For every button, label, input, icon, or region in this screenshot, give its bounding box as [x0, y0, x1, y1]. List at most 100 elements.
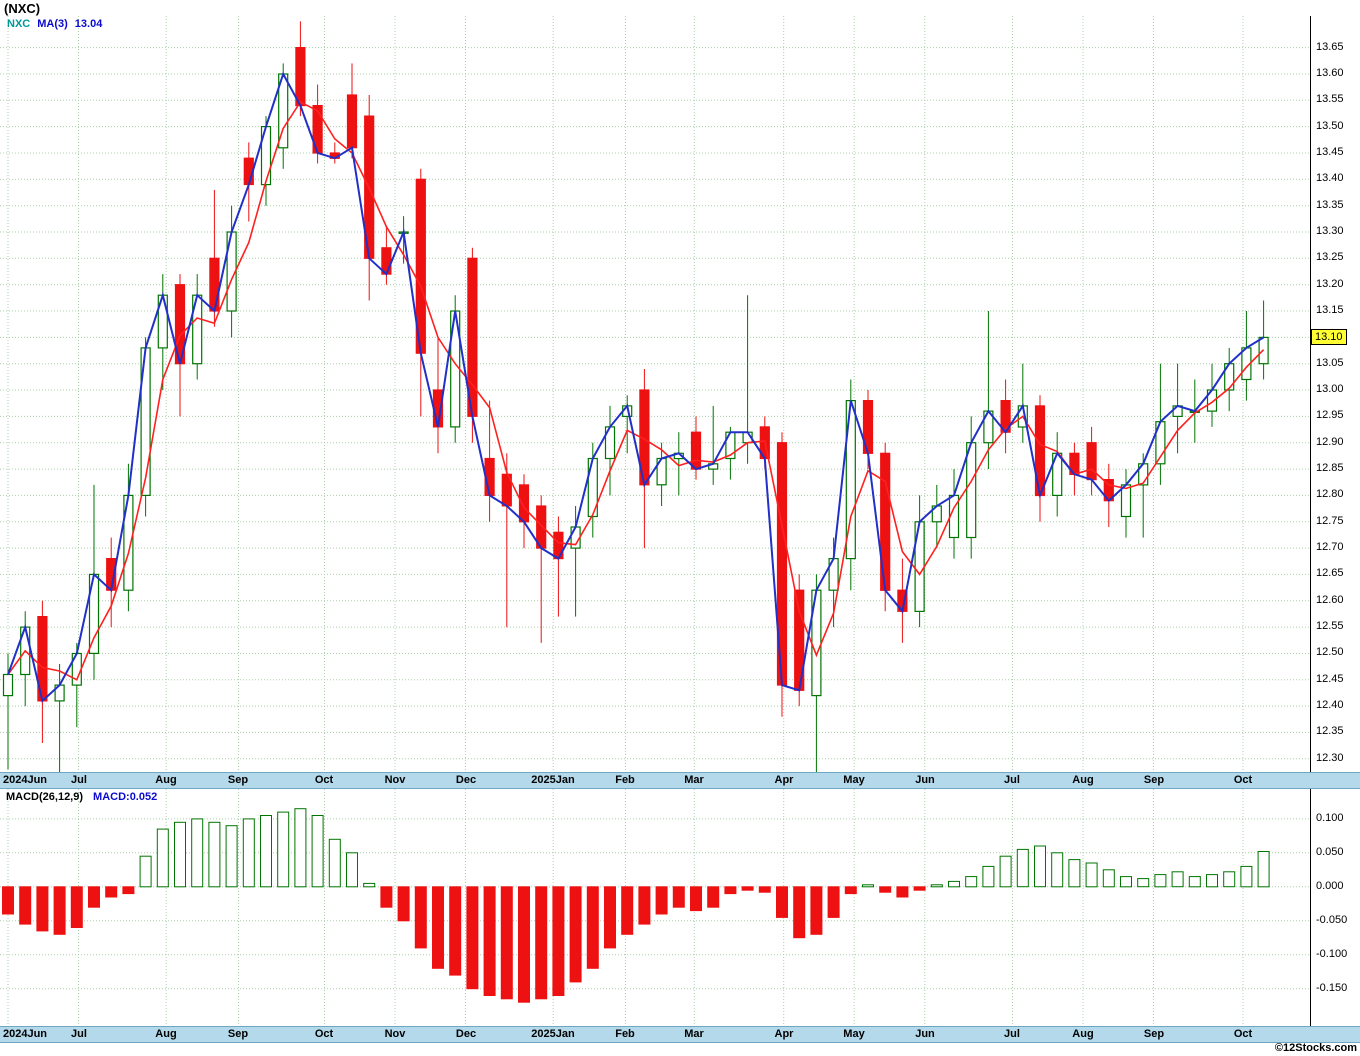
macd-bar	[1240, 865, 1253, 888]
macd-bar	[397, 886, 410, 922]
watermark: ©12Stocks.com	[1274, 1042, 1357, 1054]
price-tick-label: 12.65	[1316, 567, 1344, 579]
macd-bar	[174, 821, 186, 888]
macd-bar	[466, 886, 479, 990]
month-label: Aug	[155, 1028, 177, 1040]
macd-bar	[1257, 851, 1270, 888]
month-label: Dec	[455, 1028, 477, 1040]
price-tick-label: 12.95	[1316, 409, 1344, 421]
x-axis-strip-top: 2024Jun Jul Aug Sep Oct Nov Dec 2025Jan Feb Mar Ap…	[0, 772, 1360, 789]
macd-tick-label: -0.150	[1316, 982, 1348, 994]
legend-ma-label: MA(3)	[37, 18, 68, 30]
month-label: 2024Jun	[3, 1028, 48, 1040]
macd-bar	[535, 886, 548, 1000]
month-label: Oct	[1233, 774, 1253, 786]
macd-bar	[862, 884, 874, 888]
month-label: Jul	[71, 774, 87, 786]
price-tick-label: 13.35	[1316, 199, 1344, 211]
macd-bar	[758, 886, 771, 893]
month-label: Aug	[155, 774, 177, 786]
macd-bar	[105, 886, 118, 898]
macd-tick-label: -0.050	[1316, 914, 1348, 926]
macd-bar	[930, 884, 943, 888]
macd-bar	[1206, 874, 1218, 888]
price-tick-label: 12.30	[1316, 752, 1344, 764]
price-tick-label: 12.45	[1316, 673, 1344, 685]
macd-bar	[156, 828, 169, 888]
macd-bar	[1188, 876, 1201, 888]
macd-bar	[294, 808, 307, 888]
ma3-line	[7, 100, 1265, 681]
macd-bar	[552, 886, 565, 996]
price-tick-label: 12.50	[1316, 646, 1344, 658]
month-label: Apr	[774, 774, 794, 786]
macd-bar	[621, 886, 634, 935]
month-label: Aug	[1072, 1028, 1094, 1040]
month-label: Jul	[71, 1028, 87, 1040]
price-tick-label: 13.00	[1316, 383, 1344, 395]
candle-body	[295, 47, 306, 107]
macd-tick-label: 0.050	[1316, 846, 1344, 858]
macd-bar	[88, 886, 100, 908]
macd-bar	[793, 886, 806, 939]
macd-bar	[311, 815, 324, 888]
macd-bar	[1154, 874, 1167, 888]
month-label: Feb	[615, 774, 635, 786]
price-tick-label: 12.60	[1316, 594, 1344, 606]
price-tick-label: 13.55	[1316, 93, 1344, 105]
month-label: Jul	[1004, 774, 1020, 786]
month-label: Sep	[227, 1028, 249, 1040]
macd-bar	[53, 886, 66, 935]
price-tick-label: 12.35	[1316, 725, 1344, 737]
macd-bar	[36, 886, 49, 932]
price-tick-label: 12.75	[1316, 515, 1344, 527]
price-tick-label: 12.90	[1316, 436, 1344, 448]
month-label: Sep	[1143, 774, 1165, 786]
macd-bar	[965, 876, 978, 888]
legend-symbol: NXC	[7, 18, 31, 30]
candle-body	[209, 257, 220, 312]
month-label: 2025Jan	[531, 1028, 575, 1040]
price-tick-label: 13.65	[1316, 41, 1344, 53]
macd-bar	[569, 886, 582, 983]
month-label: Mar	[684, 774, 704, 786]
month-label: Feb	[615, 1028, 635, 1040]
price-tick-label: 12.85	[1316, 462, 1344, 474]
macd-bar	[518, 886, 530, 1003]
macd-bar	[1137, 878, 1150, 888]
macd-bar	[363, 882, 376, 888]
macd-bar	[1102, 869, 1115, 888]
macd-bar	[810, 886, 823, 935]
macd-tick-label: 0.100	[1316, 812, 1344, 824]
macd-bar	[122, 886, 135, 895]
macd-legend-label: MACD(26,12,9)	[6, 791, 84, 803]
macd-bar	[604, 886, 616, 949]
macd-bar	[346, 852, 358, 888]
macd-chart-svg	[0, 789, 1311, 1026]
macd-bar	[1016, 848, 1029, 888]
macd-bar	[844, 886, 857, 895]
macd-bar	[879, 886, 892, 893]
candle-body	[2, 673, 14, 697]
macd-tick-label: -0.100	[1316, 948, 1348, 960]
price-tick-label: 12.80	[1316, 488, 1344, 500]
last-price-tag: 13.10	[1311, 329, 1347, 345]
macd-bar	[1068, 859, 1081, 888]
macd-bar	[690, 886, 702, 912]
macd-bar	[242, 818, 255, 888]
macd-bar	[2, 886, 14, 915]
candle-body	[518, 484, 530, 523]
macd-bars	[2, 808, 1270, 1003]
price-tick-label: 13.25	[1316, 251, 1344, 263]
macd-bar	[638, 886, 651, 925]
macd-bar	[432, 886, 444, 969]
month-label: May	[843, 774, 865, 786]
month-label: Oct	[314, 1028, 334, 1040]
month-label: Sep	[227, 774, 249, 786]
macd-bar	[655, 886, 668, 915]
macd-bar	[948, 880, 960, 888]
candle-body	[1120, 484, 1132, 518]
candle-body	[966, 442, 977, 539]
month-label: 2025Jan	[531, 774, 575, 786]
macd-bar	[1171, 871, 1184, 888]
